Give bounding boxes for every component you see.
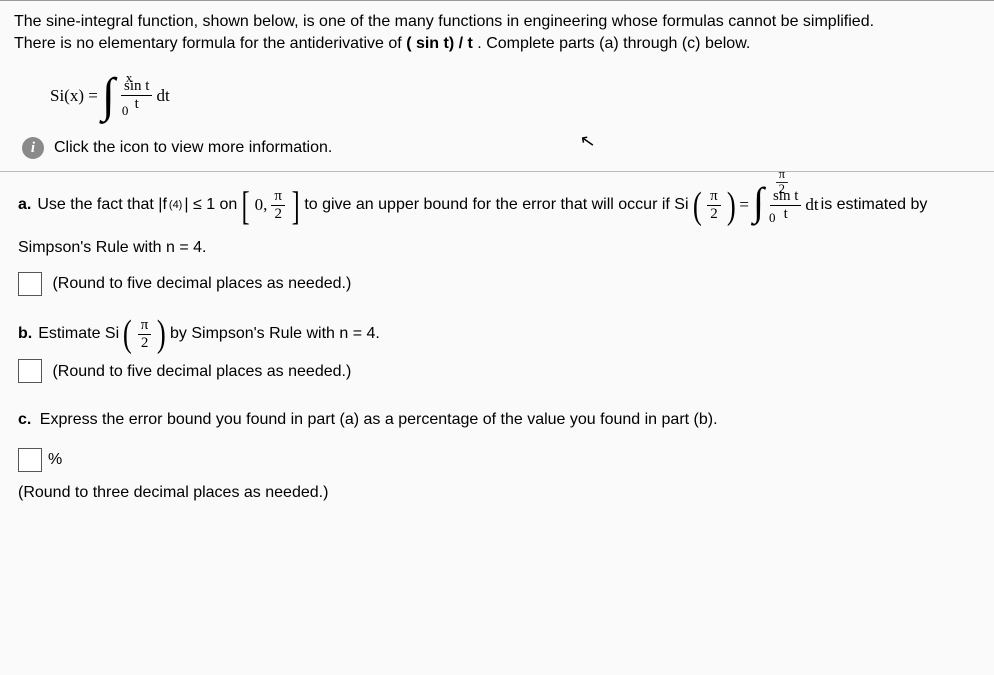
part-a-hint: (Round to five decimal places as needed.… bbox=[52, 275, 351, 292]
dt-a: dt bbox=[805, 189, 818, 221]
part-c: c. Express the error bound you found in … bbox=[18, 405, 980, 508]
intro-text: The sine-integral function, shown below,… bbox=[0, 1, 994, 66]
part-c-hint: (Round to three decimal places as needed… bbox=[18, 478, 980, 508]
part-b-answer-row: (Round to five decimal places as needed.… bbox=[18, 357, 980, 387]
part-b-t1: Estimate Si bbox=[38, 319, 119, 349]
part-b-hint: (Round to five decimal places as needed.… bbox=[52, 363, 351, 380]
info-text: Click the icon to view more information. bbox=[54, 139, 332, 157]
part-b-t2: by Simpson's Rule with n = 4. bbox=[170, 319, 380, 349]
part-a-sup: (4) bbox=[169, 195, 182, 216]
formula-dt: dt bbox=[156, 86, 169, 106]
intro-line2-pre: There is no elementary formula for the a… bbox=[14, 35, 406, 52]
part-c-input[interactable] bbox=[18, 448, 42, 472]
info-row: i Click the icon to view more informatio… bbox=[0, 129, 994, 172]
formula-lhs: Si(x) = bbox=[50, 86, 98, 106]
parts-container: a. Use the fact that |f (4) | ≤ 1 on [ 0… bbox=[0, 172, 994, 508]
part-a: a. Use the fact that |f (4) | ≤ 1 on [ 0… bbox=[18, 184, 980, 299]
si-arg-b: π 2 bbox=[138, 318, 152, 351]
integral-a: π 2 ∫ 0 bbox=[753, 184, 764, 226]
intro-expr: ( sin t) / t bbox=[406, 35, 473, 52]
part-a-answer-row: (Round to five decimal places as needed.… bbox=[18, 269, 980, 299]
part-b-input[interactable] bbox=[18, 359, 42, 383]
intro-line2-post: . Complete parts (a) through (c) below. bbox=[477, 35, 750, 52]
part-a-t4: is estimated by bbox=[821, 190, 928, 220]
info-icon[interactable]: i bbox=[22, 137, 44, 159]
part-a-t1: Use the fact that |f bbox=[37, 190, 167, 220]
part-b-label: b. bbox=[18, 319, 32, 349]
part-a-label: a. bbox=[18, 190, 31, 220]
integral-symbol: x ∫ 0 bbox=[102, 74, 115, 117]
bracket-pi-over-2: π 2 bbox=[271, 189, 285, 222]
part-b: b. Estimate Si ( π 2 ) by Simpson's Rule… bbox=[18, 318, 980, 387]
part-a-t5: Simpson's Rule with n = 4. bbox=[18, 233, 980, 263]
part-c-label: c. bbox=[18, 411, 31, 428]
bracket-zero: 0, bbox=[255, 189, 268, 221]
intro-line1: The sine-integral function, shown below,… bbox=[14, 13, 874, 30]
question-page: The sine-integral function, shown below,… bbox=[0, 0, 994, 675]
part-a-t2: | ≤ 1 on bbox=[184, 190, 237, 220]
si-arg-pi-over-2: π 2 bbox=[707, 189, 721, 222]
part-a-input[interactable] bbox=[18, 272, 42, 296]
percent-label: % bbox=[48, 451, 62, 468]
part-a-t3: to give an upper bound for the error tha… bbox=[304, 190, 688, 220]
formula-block: Si(x) = x ∫ 0 sin t t dt bbox=[0, 66, 994, 129]
part-c-t1: Express the error bound you found in par… bbox=[40, 411, 718, 428]
equals: = bbox=[739, 189, 749, 221]
